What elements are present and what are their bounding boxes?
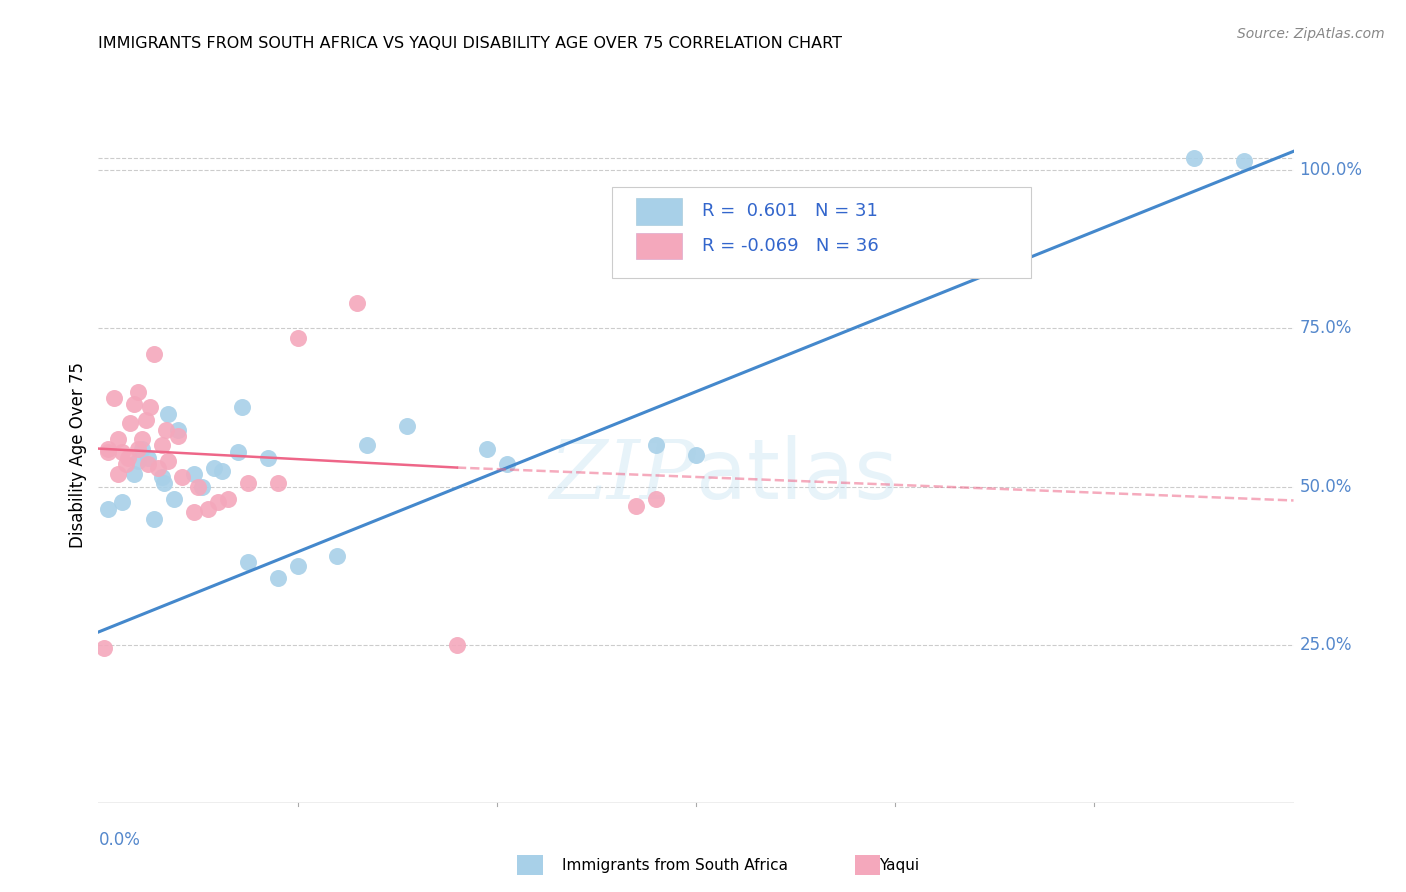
Text: 50.0%: 50.0% xyxy=(1299,477,1353,496)
Text: ZIP: ZIP xyxy=(550,436,696,516)
Point xyxy=(117,451,139,466)
Point xyxy=(287,331,309,345)
Text: R =  0.601   N = 31: R = 0.601 N = 31 xyxy=(702,202,877,220)
Point xyxy=(183,467,205,481)
Point xyxy=(346,296,368,310)
Point xyxy=(207,495,229,509)
Point xyxy=(97,444,120,458)
Point xyxy=(136,451,159,466)
Point xyxy=(103,391,125,405)
Point xyxy=(475,442,498,456)
Point xyxy=(150,438,173,452)
Point xyxy=(93,640,115,655)
Point xyxy=(446,638,468,652)
Text: R = -0.069   N = 36: R = -0.069 N = 36 xyxy=(702,237,879,255)
Point xyxy=(624,499,647,513)
Point xyxy=(124,467,146,481)
Point xyxy=(120,417,142,431)
Text: Immigrants from South Africa: Immigrants from South Africa xyxy=(562,858,789,872)
Point xyxy=(211,464,233,478)
Point xyxy=(115,458,138,472)
Point xyxy=(131,432,153,446)
Point xyxy=(97,501,120,516)
Point xyxy=(256,451,278,466)
Y-axis label: Disability Age Over 75: Disability Age Over 75 xyxy=(69,362,87,548)
Point xyxy=(143,347,166,361)
Point xyxy=(356,438,378,452)
Point xyxy=(111,495,134,509)
Text: Source: ZipAtlas.com: Source: ZipAtlas.com xyxy=(1237,27,1385,41)
Point xyxy=(107,467,129,481)
Text: IMMIGRANTS FROM SOUTH AFRICA VS YAQUI DISABILITY AGE OVER 75 CORRELATION CHART: IMMIGRANTS FROM SOUTH AFRICA VS YAQUI DI… xyxy=(98,36,842,51)
Point xyxy=(267,476,290,491)
Point xyxy=(131,442,153,456)
Point xyxy=(267,571,290,585)
Point xyxy=(187,479,209,493)
Point xyxy=(231,401,253,415)
Point xyxy=(167,423,190,437)
Point xyxy=(155,423,177,437)
Point xyxy=(326,549,349,563)
Point xyxy=(163,492,186,507)
Point xyxy=(287,558,309,573)
Point xyxy=(127,454,149,468)
Point xyxy=(97,442,120,456)
Point xyxy=(217,492,239,507)
Point xyxy=(645,492,668,507)
Point xyxy=(153,476,176,491)
Point xyxy=(135,413,157,427)
Point xyxy=(157,454,180,468)
Bar xyxy=(636,233,682,260)
Point xyxy=(107,432,129,446)
Point xyxy=(202,460,225,475)
Point xyxy=(236,556,259,570)
Text: 0.0%: 0.0% xyxy=(98,830,141,848)
FancyBboxPatch shape xyxy=(612,187,1031,277)
Point xyxy=(148,460,170,475)
Point xyxy=(167,429,190,443)
Point xyxy=(150,470,173,484)
Point xyxy=(1182,151,1205,165)
Point xyxy=(226,444,249,458)
Point xyxy=(139,401,162,415)
Text: 100.0%: 100.0% xyxy=(1299,161,1362,179)
Point xyxy=(172,470,194,484)
Point xyxy=(236,476,259,491)
Point xyxy=(685,448,707,462)
Point xyxy=(1233,153,1256,168)
Point xyxy=(157,407,180,421)
Point xyxy=(143,512,166,526)
Point xyxy=(111,444,134,458)
Point xyxy=(645,438,668,452)
Text: 25.0%: 25.0% xyxy=(1299,636,1353,654)
Point xyxy=(191,479,214,493)
Point xyxy=(127,442,149,456)
Point xyxy=(396,419,419,434)
Point xyxy=(127,384,149,399)
Text: atlas: atlas xyxy=(696,435,897,516)
Point xyxy=(197,501,219,516)
Point xyxy=(183,505,205,519)
Bar xyxy=(636,198,682,225)
Point xyxy=(124,397,146,411)
Point xyxy=(136,458,159,472)
Point xyxy=(495,458,517,472)
Text: 75.0%: 75.0% xyxy=(1299,319,1353,337)
Text: Yaqui: Yaqui xyxy=(879,858,920,872)
